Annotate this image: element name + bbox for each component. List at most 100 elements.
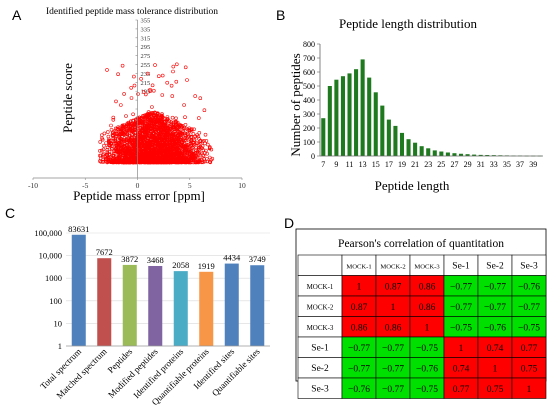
panel-a-point: [160, 93, 165, 97]
panel-b-ytick-label: 600: [303, 68, 315, 77]
panel-a-point: [125, 140, 130, 145]
panel-a-point: [136, 152, 141, 157]
panel-d-cell-value: −0.77: [348, 364, 370, 374]
panel-a-point: [146, 120, 150, 124]
panel-a-point: [146, 160, 151, 165]
panel-a-point: [182, 159, 186, 164]
panel-b-bar: [478, 154, 483, 156]
panel-a-point: [146, 126, 150, 130]
panel-c-log-bar-chart: C 83631 7672 3872 3468 2058 1919 4434 3749 1 10 1…: [5, 205, 270, 407]
panel-c-ytick-label: 1000: [45, 273, 62, 283]
panel-a-point: [189, 158, 194, 162]
panel-a-point: [107, 138, 111, 143]
panel-a-point: [197, 147, 202, 152]
panel-b-bar: [393, 125, 398, 156]
panel-b-bar: [406, 139, 411, 156]
panel-a-point: [153, 127, 157, 132]
panel-a-point: [202, 139, 206, 143]
panel-d-cell-value: −0.77: [382, 344, 404, 354]
panel-b-ytick-label: 300: [303, 110, 315, 119]
panel-a-point: [175, 62, 179, 67]
panel-a-point: [194, 153, 199, 158]
panel-a-point: [114, 156, 119, 161]
panel-a-point: [104, 159, 108, 164]
panel-a-point: [187, 134, 191, 139]
panel-a-point: [126, 154, 130, 159]
panel-d-cell-value: −0.76: [348, 385, 370, 395]
panel-a-point: [131, 112, 135, 117]
panel-a-point: [155, 158, 160, 163]
panel-b-xlabel: Peptide length: [375, 178, 450, 193]
panel-a-point: [160, 149, 164, 154]
panel-a-point: [160, 112, 164, 116]
panel-a-point: [204, 157, 209, 161]
panel-a-point: [201, 154, 206, 158]
panel-b-bar: [465, 154, 470, 156]
panel-a-point: [111, 158, 116, 163]
panel-a-point: [132, 74, 136, 79]
panel-b-bar: [426, 148, 431, 156]
panel-a-point: [170, 115, 175, 120]
panel-d-cell-value: 1: [425, 323, 430, 333]
panel-a-point: [142, 137, 147, 141]
panel-a-point: [139, 77, 143, 81]
panel-a-point: [184, 126, 188, 131]
panel-a-point: [141, 160, 146, 165]
panel-a-point: [183, 65, 188, 70]
panel-a-point: [138, 131, 142, 135]
panel-a-point: [197, 145, 201, 150]
panel-a-point: [169, 160, 174, 165]
panel-a-point: [182, 156, 186, 161]
panel-a-point: [187, 158, 192, 163]
panel-a-point: [168, 126, 172, 131]
panel-a-point: [114, 132, 119, 136]
panel-a-point: [196, 156, 201, 160]
panel-a-point: [129, 86, 133, 90]
panel-a-point: [127, 121, 131, 126]
panel-a-point: [132, 148, 137, 153]
panel-a-point: [153, 115, 158, 119]
panel-a-point: [138, 159, 142, 164]
panel-a-point: [203, 132, 208, 137]
panel-a-point: [162, 142, 166, 147]
panel-a-point: [191, 152, 195, 156]
panel-d-letter: D: [284, 215, 294, 231]
panel-d-cell-value: −0.77: [348, 344, 370, 354]
panel-a-point: [111, 118, 116, 122]
panel-c-ytick-label: 1: [58, 341, 62, 351]
panel-a-point: [122, 92, 126, 96]
panel-a-point: [198, 159, 203, 164]
panel-a-point: [112, 149, 116, 154]
panel-a-point: [125, 160, 129, 165]
panel-c-ytick-label: 100: [49, 296, 62, 306]
panel-b-xtick-label: 21: [411, 160, 419, 169]
panel-a-point: [147, 140, 151, 144]
panel-c-value-label: 4434: [223, 253, 241, 263]
panel-a-point: [169, 122, 173, 126]
panel-a-point: [186, 142, 190, 147]
panel-d-cell-value: −0.76: [484, 323, 506, 333]
panel-a-point: [116, 141, 121, 145]
panel-a-point: [112, 129, 117, 133]
panel-a-point: [143, 113, 148, 117]
panel-a-point: [169, 83, 174, 88]
panel-a-point: [163, 139, 167, 143]
panel-a-point: [126, 144, 131, 149]
panel-a-point: [159, 137, 164, 141]
panel-b-xtick-label: 11: [346, 160, 354, 169]
panel-d-cell-value: −0.76: [518, 282, 540, 292]
panel-a-point: [144, 133, 148, 137]
panel-d-cell-value: 0.87: [385, 282, 402, 292]
panel-a-point: [172, 130, 177, 134]
panel-b-bar: [439, 151, 444, 156]
panel-b-title: Peptide length distribution: [339, 16, 477, 31]
panel-a-point: [141, 158, 146, 163]
panel-a-point: [109, 128, 114, 132]
panel-c-bar: [250, 265, 265, 346]
panel-d-cell-value: 0.74: [453, 364, 470, 374]
panel-a-point: [165, 154, 169, 159]
panel-c-value-label: 3749: [249, 254, 266, 264]
panel-c-ytick-label: 10,000: [39, 251, 62, 261]
panel-a-point: [119, 132, 123, 136]
